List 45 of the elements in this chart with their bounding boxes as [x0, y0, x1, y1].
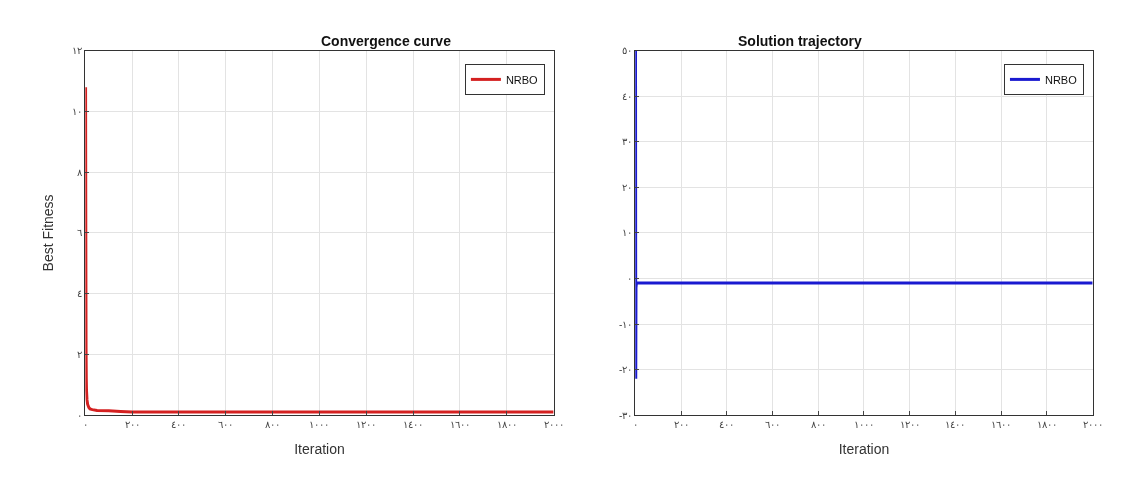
y-axis-title: Best Fitness [39, 194, 56, 272]
x-tick-label: ٨٠٠ [265, 419, 281, 431]
x-tick-label: ٢٠٠ [124, 419, 140, 431]
y-tick-label: ٤ [77, 288, 83, 300]
y-tick-label: ١٢ [72, 45, 83, 57]
y-tick-label: ٦ [77, 227, 83, 239]
y-tick-label: ٢ [77, 348, 83, 360]
x-axis-title: Iteration [294, 441, 345, 458]
x-tick-label: ١٦٠٠ [991, 419, 1012, 431]
x-axis-title: Iteration [838, 441, 890, 458]
x-tick-label: ٢٠٠ [673, 419, 689, 431]
x-tick-label: ٦٠٠ [764, 419, 780, 431]
y-tick-label: ٣٠ [622, 136, 633, 148]
y-tick-label: ٤٠ [622, 90, 633, 102]
y-tick-label: ٠ [77, 409, 83, 421]
y-tick-label: ٢٠ [622, 181, 633, 193]
x-tick-label: ٦٠٠ [218, 419, 234, 431]
legend-label: NRBO [505, 73, 539, 86]
y-tick-label: -٣٠ [618, 409, 633, 421]
y-tick-label: ٠ [627, 272, 633, 284]
x-tick-label: ١٤٠٠ [945, 419, 966, 431]
x-tick-label: ٢٠٠٠ [543, 419, 564, 431]
x-tick-label: ٤٠٠ [719, 419, 735, 431]
x-tick-label: ٨٠٠ [810, 419, 826, 431]
y-tick-label: ١٠ [622, 227, 633, 239]
x-tick-label: ١٠٠٠ [853, 419, 874, 431]
x-tick-label: ٤٠٠ [171, 419, 187, 431]
chart-title: Convergence curve [321, 33, 452, 49]
chart-title: Solution trajectory [738, 33, 862, 49]
legend-label: NRBO [1044, 73, 1078, 86]
x-tick-label: ١٨٠٠ [496, 419, 517, 431]
y-tick-label: ١٠ [72, 105, 83, 117]
y-tick-label: -٢٠ [618, 364, 633, 376]
x-tick-label: ٢٠٠٠ [1082, 419, 1103, 431]
y-tick-label: -١٠ [618, 318, 633, 330]
y-tick-label: ٨ [77, 166, 84, 178]
line-series [85, 85, 554, 414]
x-tick-label: ١٦٠٠ [449, 419, 470, 431]
line-series [635, 50, 1093, 381]
x-tick-label: ١٤٠٠ [403, 419, 424, 431]
x-tick-label: ١٢٠٠ [899, 419, 920, 431]
y-tick-label: ٥٠ [622, 45, 633, 57]
x-tick-label: ١٠٠٠ [309, 419, 330, 431]
x-tick-label: ١٨٠٠ [1036, 419, 1057, 431]
x-tick-label: ١٢٠٠ [356, 419, 377, 431]
